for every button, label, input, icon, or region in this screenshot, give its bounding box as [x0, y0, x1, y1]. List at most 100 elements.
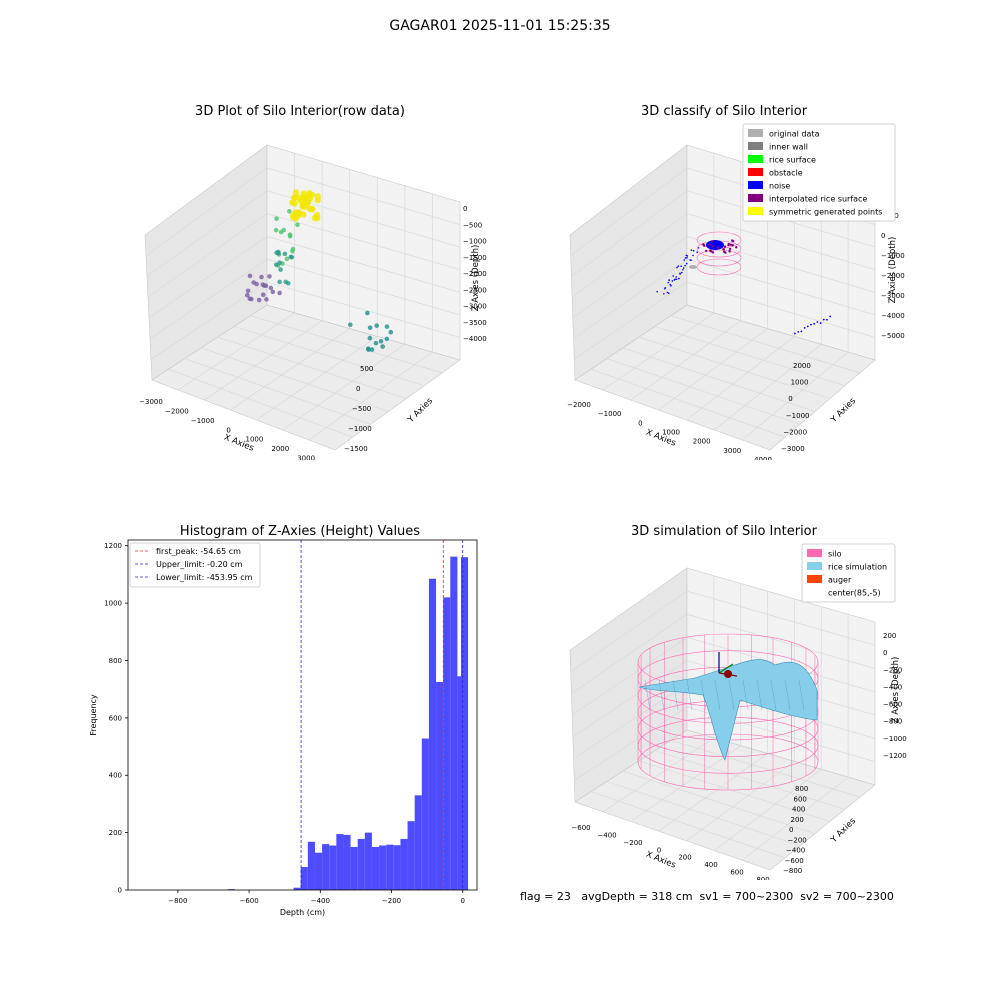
- plot2-gridline: [602, 153, 715, 391]
- plot2-z-tick-label: −2000: [881, 272, 905, 280]
- plot4-gridline: [741, 614, 849, 861]
- plot2-noise-point: [684, 257, 687, 259]
- plot2-gridline: [654, 326, 846, 387]
- plot2-noise-point: [677, 265, 680, 268]
- plot1-point: [287, 233, 293, 239]
- histogram-y-tick-label: 0: [118, 887, 122, 895]
- histogram-x-tick-label: 0: [461, 897, 465, 905]
- plot1-point: [300, 200, 307, 207]
- plot4-y-tick-label: 600: [794, 795, 807, 803]
- plot4-z-tick-label: 0: [883, 649, 887, 657]
- plot1-x-tick-label: −1000: [191, 417, 215, 425]
- plot1-point: [308, 191, 316, 198]
- plot4-rice-mesh: [756, 679, 763, 711]
- plot1-gridline: [217, 336, 407, 399]
- plot2-y-tick-label: −1000: [786, 412, 810, 420]
- histogram-bar: [436, 682, 444, 890]
- plot2-gridline: [686, 177, 795, 421]
- histogram-bar: [314, 852, 323, 890]
- histogram-bar: [421, 738, 429, 890]
- plot1-y-tick-label: 0: [356, 385, 360, 393]
- plot2-gridline: [638, 336, 831, 399]
- plot1-z-tick-label: −2000: [463, 270, 487, 278]
- plot2-legend-swatch: [748, 168, 763, 176]
- plot1-point: [277, 260, 282, 265]
- plot4-gridline: [630, 583, 742, 822]
- plot1-point: [273, 227, 279, 233]
- plot2-noise-point: [826, 318, 828, 321]
- plot2-noise-point: [806, 325, 809, 328]
- plot4-y-tick-label: 200: [791, 816, 804, 824]
- histogram-bar: [379, 845, 387, 890]
- plot2-noise-point: [671, 280, 674, 282]
- plot1-x-tick-label: 2000: [271, 445, 289, 453]
- plot4-y-tick-label: 400: [792, 806, 805, 814]
- plot2-noise-point: [670, 284, 672, 287]
- plot2-z-axis-label: Z Axies (Depth): [888, 237, 898, 304]
- plot4-rice-mesh: [658, 679, 665, 711]
- plot2-interp-point: [723, 245, 727, 248]
- histogram-x-tick-label: −200: [382, 897, 401, 905]
- plot2-interp-point: [711, 251, 715, 254]
- plot2-x-tick-label: 0: [638, 419, 642, 427]
- histogram-y-tick-label: 200: [109, 829, 122, 837]
- plot2-legend-label: interpolated rice surface: [769, 195, 867, 204]
- histogram-bar: [329, 845, 337, 890]
- plot4-rice-mesh: [728, 679, 735, 711]
- plot1-point: [273, 262, 279, 268]
- plot2-y-tick-label: −3000: [781, 445, 805, 453]
- plot2-noise-point: [800, 330, 803, 333]
- histogram-frame: [127, 539, 478, 891]
- plot2-y-tick-label: −2000: [783, 428, 807, 436]
- plot1-y-tick-label: −1500: [344, 445, 368, 453]
- plot4-gridline: [606, 781, 801, 847]
- plot4-z-tick-label: −800: [883, 718, 902, 726]
- plot1-point: [380, 344, 385, 349]
- plot2-noise-point: [692, 254, 694, 257]
- plot4-gridline: [570, 590, 876, 672]
- histogram-bar: [386, 844, 394, 890]
- plot4-auger-axis: [718, 663, 734, 674]
- plot4-legend-swatch: [807, 549, 822, 557]
- plot4-rice-mesh: [798, 679, 805, 711]
- plot2-noise-point: [668, 279, 671, 281]
- histogram-bar: [450, 556, 458, 890]
- plot4-z-tick-label: −200: [883, 666, 902, 674]
- plot1-z-tick-label: −3500: [463, 319, 487, 327]
- histogram-bar: [371, 846, 380, 890]
- plot1-point: [295, 209, 302, 216]
- histogram-bar: [428, 578, 437, 890]
- plot1-point: [300, 190, 307, 197]
- status-footer: flag = 23 avgDepth = 318 cm sv1 = 700~23…: [520, 890, 894, 903]
- classify-3d-plot: −2000 −1000 0 1000 2000 3000 4000 2000 1000 0 −100…: [567, 123, 905, 460]
- plot1-point: [367, 335, 373, 341]
- plot4-rice-mesh: [686, 679, 693, 711]
- plot2-noise-point: [680, 271, 683, 274]
- histogram-y-tick-label: 1000: [104, 600, 122, 608]
- plot1-point: [245, 288, 251, 294]
- plot2-noise-point: [690, 249, 693, 252]
- plot2-noise-point: [669, 283, 671, 286]
- plot2-gridline: [741, 193, 849, 441]
- plot2-noise-point: [696, 251, 698, 254]
- plot2-x-tick-label: 2000: [693, 438, 711, 446]
- plot1-y-tick-label: −500: [352, 405, 371, 413]
- plot2-legend-swatch: [748, 129, 763, 137]
- plot2-y-axis-label: Y Axies: [828, 396, 858, 426]
- plot4-legend-label: center(85,-5): [828, 589, 881, 598]
- plot1-point: [295, 194, 302, 201]
- plot1-point: [378, 338, 384, 344]
- plot1-point: [275, 249, 281, 255]
- plot4-z-axis-label: Z Axies (Depth): [891, 657, 901, 724]
- plot2-legend-swatch: [748, 194, 763, 202]
- plot1-z-axis-label: Z Axies (Depth): [471, 245, 481, 312]
- plot2-noise-point: [803, 326, 806, 329]
- plot1-gridline: [146, 190, 461, 277]
- plot4-gridline: [602, 575, 715, 812]
- raw-data-3d-plot: −3000−2000−1000010002000300040005000−500…: [139, 144, 487, 460]
- histogram-bar: [400, 838, 408, 890]
- plot2-gridline: [606, 358, 801, 425]
- plot1-point: [247, 273, 253, 279]
- plot2-noise-point: [664, 287, 666, 290]
- plot4-z-tick-label: −600: [883, 701, 902, 709]
